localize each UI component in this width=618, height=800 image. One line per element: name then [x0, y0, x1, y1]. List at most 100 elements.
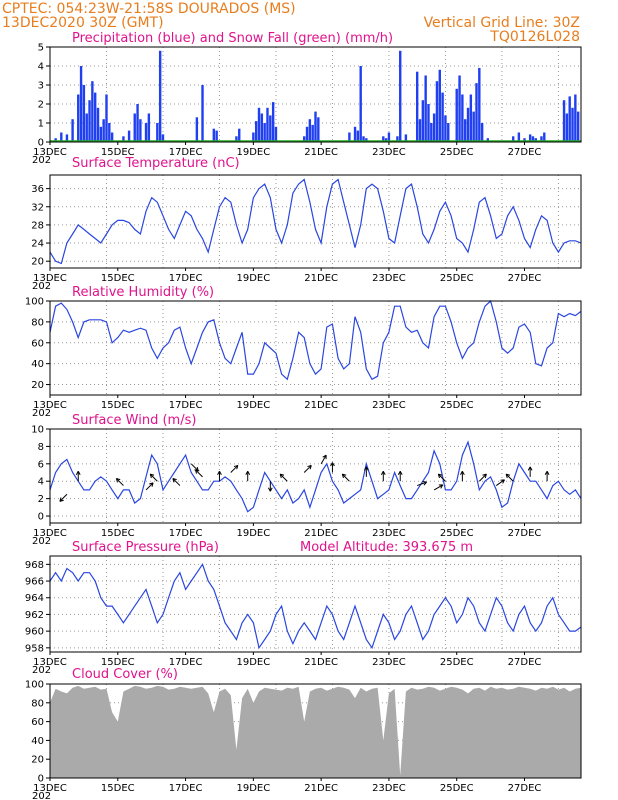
- panel-frame: [49, 46, 582, 143]
- wind-arrow-head: [482, 473, 487, 476]
- wind-arrow: [245, 470, 251, 482]
- wind-arrow-head: [342, 473, 347, 476]
- wind-arrow-shaft: [303, 465, 312, 473]
- panel-title: Surface Temperature (nC): [72, 156, 240, 171]
- x-tick-label: 19DEC: [236, 400, 270, 411]
- precip-bar: [158, 50, 162, 142]
- y-tick-label: 5: [38, 43, 44, 54]
- wind-arrow: [478, 473, 487, 482]
- wind-arrow-head: [115, 478, 118, 483]
- precip-bar: [99, 126, 103, 142]
- precip-bar: [396, 136, 399, 142]
- x-tick-label: 27DEC: [508, 273, 542, 284]
- wind-arrow-shaft: [230, 465, 239, 473]
- precip-bar: [91, 81, 94, 142]
- wind-arrow-head: [59, 497, 62, 502]
- y-tick-label: 964: [25, 593, 44, 604]
- x-tick-label: 25DEC: [440, 528, 474, 539]
- wind-arrow: [417, 481, 427, 487]
- precip-bar: [418, 119, 422, 142]
- wind-arrow: [75, 470, 81, 482]
- wind-arrow: [433, 484, 444, 491]
- precip-bar: [102, 119, 105, 142]
- precip-bar: [387, 132, 391, 142]
- precip-bar: [110, 132, 114, 142]
- precip-bar: [466, 107, 470, 142]
- precip-bar: [478, 67, 481, 142]
- precip-bar: [96, 107, 100, 142]
- panel-3: Relative Humidity (%) 20 40 60 80 100 13DEC 15D…: [25, 285, 582, 419]
- y-tick-label: 3: [38, 81, 44, 92]
- wind-arrow-shaft: [433, 484, 444, 491]
- precip-bar: [235, 136, 238, 142]
- panel-5: Surface Pressure (hPa) Model Altitude: 39…: [25, 540, 582, 676]
- precip-bar: [252, 132, 255, 142]
- x-year-label: 202: [32, 155, 51, 166]
- panel-frame: [49, 174, 582, 269]
- precip-bar: [435, 81, 439, 142]
- y-tick-label: 10: [31, 425, 44, 436]
- precip-bar: [382, 136, 385, 142]
- wind-arrow-shaft: [149, 473, 158, 482]
- x-tick-label: 17DEC: [169, 273, 203, 284]
- panel-frame: [49, 555, 582, 653]
- wind-arrow: [320, 454, 327, 465]
- wind-arrow-shaft: [495, 479, 505, 486]
- y-tick-label: 0: [38, 774, 44, 785]
- y-tick-label: 20: [31, 257, 44, 268]
- precip-bar: [480, 123, 484, 142]
- wind-arrow: [460, 470, 465, 482]
- wind-arrow-shaft: [172, 478, 181, 486]
- precip-bar: [88, 100, 91, 142]
- precip-bar: [144, 123, 148, 142]
- series-line: [49, 178, 582, 265]
- x-tick-label: 25DEC: [440, 147, 474, 158]
- y-tick-label: 0: [38, 138, 44, 149]
- precip-bar: [156, 123, 159, 142]
- wind-arrow-head: [332, 462, 335, 467]
- y-tick-label: 100: [25, 680, 44, 691]
- wind-arrow-head: [330, 462, 333, 467]
- x-tick-label: 13DEC: [33, 147, 67, 158]
- wind-arrow-head: [279, 474, 282, 479]
- wind-arrow-head: [247, 470, 251, 475]
- wind-arrow-head: [422, 481, 427, 483]
- y-tick-label: 6: [38, 459, 44, 470]
- precip-bar: [77, 94, 80, 142]
- y-tick-label: 960: [25, 627, 44, 638]
- wind-arrow-head: [267, 487, 271, 492]
- panel-annotation: Model Altitude: 393.675 m: [300, 540, 473, 555]
- wind-arrow: [172, 478, 181, 486]
- precip-bar: [543, 132, 546, 142]
- header-vgrid: Vertical Grid Line: 30Z: [424, 15, 580, 31]
- x-tick-label: 23DEC: [372, 147, 406, 158]
- x-tick-label: 17DEC: [169, 528, 203, 539]
- panels: Precipitation (blue) and Snow Fall (gree…: [25, 31, 582, 800]
- precip-bar: [432, 113, 436, 142]
- y-tick-label: 4: [38, 477, 44, 488]
- x-tick-label: 17DEC: [169, 147, 203, 158]
- x-tick-label: 21DEC: [304, 400, 338, 411]
- precip-bar: [438, 69, 441, 142]
- x-year-label: 202: [32, 791, 51, 800]
- precip-bar: [576, 111, 580, 142]
- y-tick-label: 8: [38, 442, 44, 453]
- x-tick-label: 17DEC: [169, 783, 203, 794]
- y-tick-label: 40: [31, 359, 44, 370]
- x-tick-label: 25DEC: [440, 657, 474, 668]
- wind-arrow-shaft: [279, 473, 288, 482]
- panel-frame: [49, 300, 582, 396]
- precip-bar: [463, 119, 467, 142]
- wind-arrow: [303, 464, 312, 473]
- panel-6: Cloud Cover (%) 0 20 40 60 80 100 13DEC 15DEC 17D…: [25, 667, 582, 800]
- x-tick-label: 25DEC: [440, 783, 474, 794]
- precip-bar: [303, 136, 306, 142]
- panel-2: Surface Temperature (nC) 20 24 28 32 36 13DEC 1…: [31, 156, 582, 292]
- x-tick-label: 19DEC: [236, 657, 270, 668]
- precip-bar: [54, 138, 57, 142]
- precip-bar: [65, 134, 69, 142]
- x-tick-label: 13DEC: [33, 400, 67, 411]
- wind-arrow-head: [529, 466, 533, 471]
- x-tick-label: 27DEC: [508, 147, 542, 158]
- precip-bar: [108, 123, 111, 142]
